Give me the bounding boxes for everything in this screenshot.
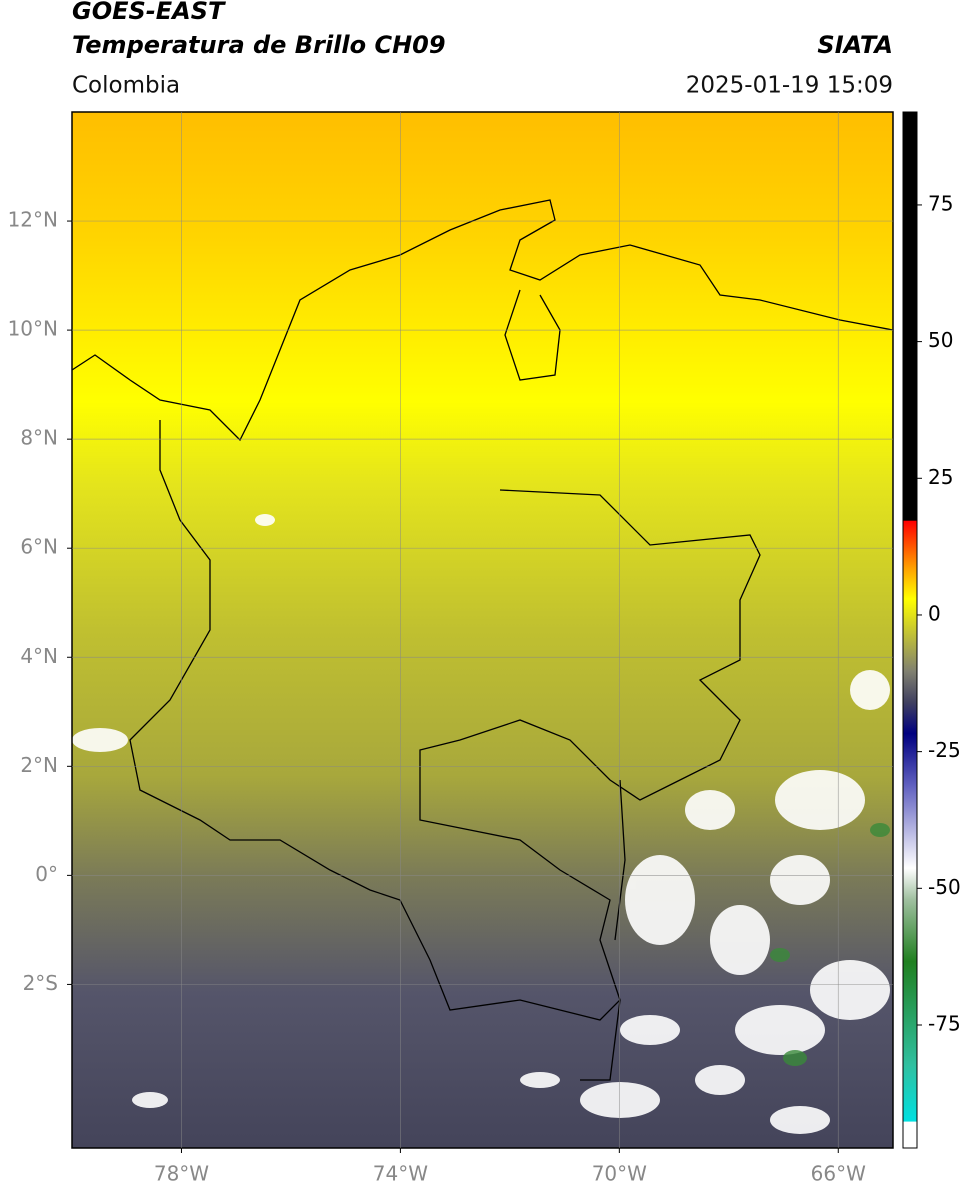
x-tick-label: 74°W (373, 1162, 428, 1186)
source: SIATA (817, 31, 893, 59)
x-tick-label: 66°W (811, 1162, 866, 1186)
colorbar-label: 25 (928, 465, 953, 489)
colorbar (902, 111, 918, 1149)
colorbar-label: -50 (928, 875, 961, 899)
y-tick-label: 8°N (20, 426, 58, 450)
y-tick-label: 0° (35, 862, 58, 886)
colorbar-ramp (902, 111, 918, 1149)
y-tick-label: 10°N (8, 317, 58, 341)
datetime: 2025-01-19 15:09 (686, 73, 893, 99)
borders (72, 199, 893, 1081)
y-tick-label: 2°S (23, 971, 58, 995)
subtitle: Temperatura de Brillo CH09 (72, 31, 446, 59)
x-tick-label: 78°W (154, 1162, 209, 1186)
title: GOES-EAST (72, 0, 226, 25)
y-tick-label: 12°N (8, 208, 58, 232)
colorbar-label: 75 (928, 191, 953, 215)
map-frame (71, 111, 894, 1149)
colorbar-label: -75 (928, 1011, 961, 1035)
satellite-image (72, 112, 893, 1148)
colorbar-label: 0 (928, 601, 941, 625)
region: Colombia (72, 73, 180, 99)
x-tick-label: 70°W (592, 1162, 647, 1186)
y-tick-label: 4°N (20, 644, 58, 668)
colorbar-label: -25 (928, 738, 961, 762)
y-tick-label: 2°N (20, 753, 58, 777)
y-tick-label: 6°N (20, 535, 58, 559)
colorbar-label: 50 (928, 328, 953, 352)
